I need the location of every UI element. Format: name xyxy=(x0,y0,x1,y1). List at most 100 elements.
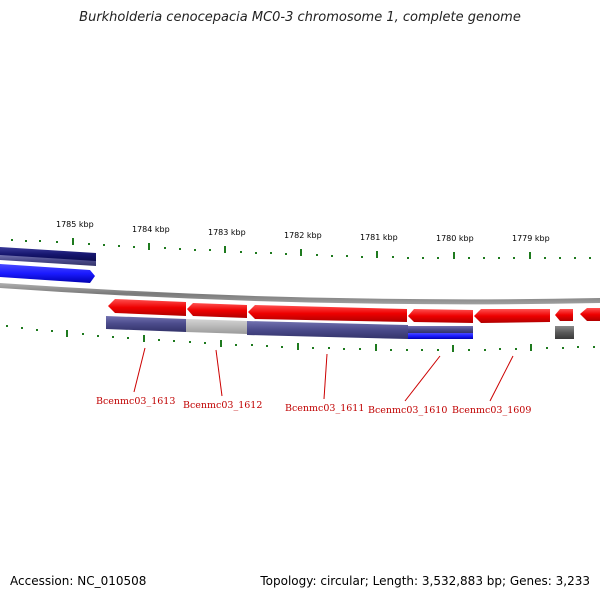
tick xyxy=(158,339,160,341)
gene-leader-lines xyxy=(133,347,514,402)
cds-track xyxy=(106,316,574,339)
tick xyxy=(251,344,253,346)
tick xyxy=(546,347,548,349)
tick xyxy=(407,257,409,259)
gene-labels: Bcenmc03_1613 Bcenmc03_1612 Bcenmc03_161… xyxy=(96,396,531,416)
tick xyxy=(164,247,166,249)
leader-line xyxy=(133,347,146,393)
tick xyxy=(316,254,318,256)
kbp-label: 1783 kbp xyxy=(208,228,246,237)
cds-small[interactable] xyxy=(555,326,574,339)
tick xyxy=(574,257,576,259)
tick xyxy=(39,240,41,242)
cds-Bcenmc03_1610[interactable] xyxy=(408,326,473,333)
tick xyxy=(312,347,314,349)
tick xyxy=(6,325,8,327)
tick xyxy=(270,252,272,254)
cds-Bcenmc03_1610-blue[interactable] xyxy=(408,333,473,339)
tick xyxy=(204,342,206,344)
lower-scale-ticks xyxy=(6,325,595,352)
tick xyxy=(499,348,501,350)
gene-Bcenmc03_1611[interactable] xyxy=(248,305,407,322)
major-tick xyxy=(72,238,74,245)
major-tick xyxy=(224,246,226,253)
major-tick xyxy=(300,249,302,256)
tick xyxy=(343,348,345,350)
tick xyxy=(468,349,470,351)
gene-Bcenmc03_1613[interactable] xyxy=(108,299,186,316)
tick xyxy=(331,255,333,257)
tick xyxy=(194,249,196,251)
tick xyxy=(240,251,242,253)
major-tick xyxy=(530,344,532,351)
cds-Bcenmc03_1612[interactable] xyxy=(186,319,247,334)
tick xyxy=(36,329,38,331)
kbp-label: 1784 kbp xyxy=(132,225,170,234)
accession-text: Accession: NC_010508 xyxy=(10,574,147,588)
tick xyxy=(25,240,27,242)
tick xyxy=(179,248,181,250)
tick xyxy=(498,257,500,259)
tick xyxy=(421,349,423,351)
tick xyxy=(281,346,283,348)
tick xyxy=(209,249,211,251)
topology-summary: Topology: circular; Length: 3,532,883 bp… xyxy=(260,574,590,588)
gene-label[interactable]: Bcenmc03_1613 xyxy=(96,396,175,407)
tick xyxy=(392,256,394,258)
tick xyxy=(544,257,546,259)
leader-line xyxy=(489,355,514,402)
major-tick xyxy=(297,343,299,350)
upper-scale-ticks xyxy=(11,238,591,259)
tick xyxy=(189,341,191,343)
major-tick xyxy=(529,252,531,259)
cds-Bcenmc03_1611[interactable] xyxy=(247,321,408,339)
gene-edge-reverse[interactable] xyxy=(580,308,600,321)
gene-Bcenmc03_1612[interactable] xyxy=(187,303,247,318)
gene-Bcenmc03_1610[interactable] xyxy=(408,309,473,323)
tick xyxy=(328,347,330,349)
gene-label[interactable]: Bcenmc03_1609 xyxy=(452,405,531,416)
reverse-strand-genes xyxy=(108,299,600,323)
tick xyxy=(255,252,257,254)
tick xyxy=(593,346,595,348)
kbp-label: 1781 kbp xyxy=(360,233,398,242)
tick xyxy=(484,349,486,351)
tick xyxy=(285,253,287,255)
major-tick xyxy=(453,252,455,259)
tick xyxy=(82,333,84,335)
major-tick xyxy=(143,335,145,342)
tick xyxy=(468,257,470,259)
tick xyxy=(266,345,268,347)
major-tick xyxy=(376,251,378,258)
tick xyxy=(118,245,120,247)
tick xyxy=(577,346,579,348)
gene-label[interactable]: Bcenmc03_1612 xyxy=(183,400,262,411)
tick xyxy=(103,244,105,246)
gene-label[interactable]: Bcenmc03_1610 xyxy=(368,405,447,416)
forward-strand-genes xyxy=(0,247,96,283)
tick xyxy=(390,349,392,351)
tick xyxy=(437,349,439,351)
major-tick xyxy=(66,330,68,337)
cds-Bcenmc03_1613[interactable] xyxy=(106,316,186,332)
gene-label[interactable]: Bcenmc03_1611 xyxy=(285,403,364,414)
tick xyxy=(112,336,114,338)
major-tick xyxy=(452,345,454,352)
tick xyxy=(559,257,561,259)
tick xyxy=(515,348,517,350)
leader-line xyxy=(323,353,328,400)
kbp-label: 1779 kbp xyxy=(512,234,550,243)
forward-gene-blue[interactable] xyxy=(0,264,95,283)
tick xyxy=(11,239,13,241)
tick xyxy=(437,257,439,259)
kbp-label: 1785 kbp xyxy=(56,220,94,229)
tick xyxy=(51,330,53,332)
gene-small-reverse[interactable] xyxy=(555,309,573,321)
gene-Bcenmc03_1609[interactable] xyxy=(474,309,550,323)
major-tick xyxy=(148,243,150,250)
tick xyxy=(235,344,237,346)
forward-cds-dark[interactable] xyxy=(0,255,96,266)
tick xyxy=(483,257,485,259)
forward-gene-navy[interactable] xyxy=(0,247,96,262)
